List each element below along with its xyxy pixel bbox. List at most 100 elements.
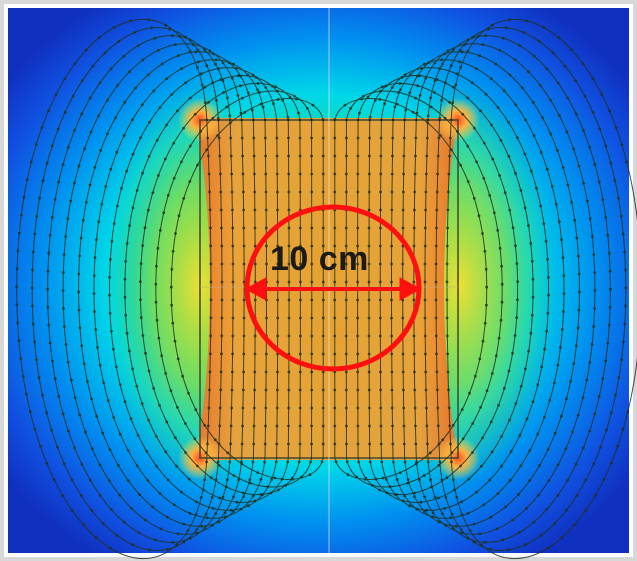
field-line-marker bbox=[591, 110, 595, 114]
field-line-marker bbox=[566, 96, 570, 100]
field-line-marker bbox=[438, 67, 441, 70]
field-line-marker bbox=[548, 398, 552, 402]
field-line-marker bbox=[333, 226, 337, 230]
field-line-marker bbox=[344, 262, 348, 266]
field-line-marker bbox=[403, 460, 407, 464]
field-line-marker bbox=[440, 478, 444, 482]
field-line-marker bbox=[263, 118, 267, 122]
diameter-label: 10 cm bbox=[270, 240, 369, 278]
field-line-marker bbox=[551, 51, 555, 55]
field-line-marker bbox=[333, 388, 337, 392]
field-line-marker bbox=[345, 154, 348, 158]
field-line-marker bbox=[170, 92, 174, 96]
field-line-marker bbox=[447, 172, 451, 176]
field-line-marker bbox=[563, 64, 567, 68]
field-line-marker bbox=[449, 118, 453, 122]
field-line-marker bbox=[259, 493, 263, 496]
field-line bbox=[368, 75, 534, 503]
double-arrow bbox=[244, 277, 422, 301]
field-line-marker bbox=[226, 451, 230, 455]
field-line-marker bbox=[585, 199, 589, 203]
field-line-marker bbox=[345, 136, 348, 140]
field-line-marker bbox=[443, 81, 447, 85]
field-line-marker bbox=[547, 293, 550, 297]
field-line-marker bbox=[311, 103, 315, 107]
field-line-marker bbox=[102, 522, 105, 526]
field-line-marker bbox=[525, 507, 528, 510]
field-line-marker bbox=[438, 116, 442, 120]
field-line-marker bbox=[368, 136, 371, 140]
field-line-marker bbox=[240, 462, 244, 466]
field-line-marker bbox=[274, 460, 278, 464]
field-line-marker bbox=[106, 398, 110, 402]
field-line-marker bbox=[276, 244, 280, 248]
field-line-marker bbox=[219, 78, 223, 81]
field-line-marker bbox=[368, 424, 371, 428]
field-line-marker bbox=[527, 349, 530, 353]
field-line-marker bbox=[454, 524, 458, 528]
field-line-marker bbox=[451, 48, 455, 52]
field-line-marker bbox=[401, 226, 405, 230]
field-line-marker bbox=[588, 360, 592, 364]
field-line-marker bbox=[431, 515, 435, 519]
field-line-marker bbox=[425, 154, 429, 158]
field-line-marker bbox=[390, 190, 394, 194]
field-line-marker bbox=[118, 432, 122, 436]
field-line-marker bbox=[445, 280, 449, 284]
field-line-marker bbox=[256, 82, 260, 85]
field-line-marker bbox=[287, 370, 291, 374]
field-line-marker bbox=[178, 35, 182, 38]
field-line-marker bbox=[591, 235, 594, 239]
field-line-marker bbox=[211, 116, 215, 120]
field-line-marker bbox=[562, 274, 566, 277]
field-line-marker bbox=[390, 370, 394, 374]
field-line-marker bbox=[390, 298, 393, 302]
field-line-marker bbox=[560, 414, 563, 418]
field-line-marker bbox=[122, 520, 126, 524]
field-line-marker bbox=[597, 180, 601, 184]
field-line-marker bbox=[127, 349, 131, 353]
field-line-marker bbox=[443, 507, 447, 510]
field-line-marker bbox=[310, 424, 313, 428]
field-line-marker bbox=[176, 54, 180, 58]
field-line-marker bbox=[423, 244, 427, 248]
field-line-marker bbox=[217, 442, 221, 446]
field-line-marker bbox=[143, 226, 147, 230]
field-line-marker bbox=[194, 408, 198, 412]
field-line-marker bbox=[216, 460, 220, 464]
field-line-marker bbox=[109, 258, 112, 261]
field-line-marker bbox=[496, 229, 500, 232]
field-line-marker bbox=[56, 127, 60, 131]
field-line-marker bbox=[48, 233, 52, 237]
field-line-marker bbox=[61, 163, 65, 166]
field-line-marker bbox=[498, 246, 502, 250]
field-line-marker bbox=[223, 515, 227, 519]
field-line-marker bbox=[248, 478, 252, 482]
field-line-marker bbox=[381, 476, 385, 480]
field-line-marker bbox=[155, 139, 159, 142]
field-line-marker bbox=[539, 534, 543, 537]
field-line-marker bbox=[109, 67, 113, 71]
field-line bbox=[47, 35, 234, 543]
field-line-marker bbox=[538, 464, 541, 467]
field-line-marker bbox=[593, 412, 597, 416]
field-line-marker bbox=[205, 516, 209, 520]
field-line-marker bbox=[252, 424, 256, 428]
field-line-marker bbox=[450, 451, 454, 455]
field-line-marker bbox=[483, 540, 487, 544]
field-line-marker bbox=[64, 343, 68, 346]
field-line-marker bbox=[30, 286, 34, 290]
field-line-marker bbox=[593, 163, 597, 166]
field-line-marker bbox=[298, 442, 302, 446]
field-line-marker bbox=[449, 64, 453, 68]
field-line-marker bbox=[490, 23, 494, 27]
field-line-marker bbox=[523, 206, 527, 210]
field-line-marker bbox=[204, 512, 208, 516]
field-line-marker bbox=[131, 118, 134, 122]
field-line-marker bbox=[116, 83, 120, 87]
field-line-marker bbox=[334, 460, 338, 464]
field-line-marker bbox=[242, 370, 246, 374]
field-line-marker bbox=[525, 19, 529, 23]
field-line-marker bbox=[495, 527, 499, 531]
field-line-marker bbox=[96, 346, 99, 349]
